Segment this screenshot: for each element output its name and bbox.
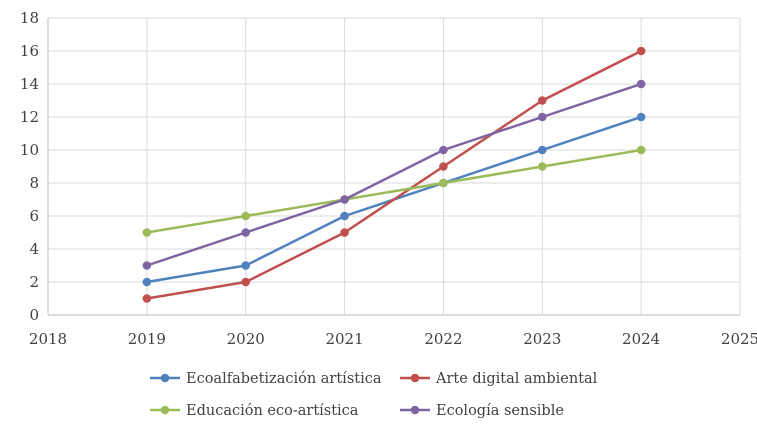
data-point — [537, 96, 547, 105]
legend: Ecoalfabetización artística Arte digital … — [150, 371, 598, 419]
y-tick-label: 0 — [29, 306, 39, 324]
legend-item: Ecoalfabetización artística — [150, 371, 382, 387]
x-tick-label: 2018 — [29, 330, 67, 348]
data-point — [439, 145, 448, 155]
y-tick-label: 10 — [20, 141, 39, 159]
series-line — [146, 49, 642, 300]
y-tick-label: 18 — [20, 9, 39, 27]
x-tick-label: 2023 — [523, 330, 561, 348]
series-3 — [142, 79, 646, 270]
data-point — [142, 261, 152, 270]
data-point — [142, 277, 152, 287]
y-tick-label: 2 — [29, 273, 39, 291]
legend-swatch-marker — [160, 405, 170, 415]
series-line — [146, 148, 642, 234]
data-point — [636, 46, 646, 56]
y-tick-label: 4 — [29, 240, 39, 258]
legend-label: Ecología sensible — [436, 403, 564, 419]
legend-swatch-marker — [410, 373, 420, 383]
data-point — [537, 162, 547, 171]
data-point — [241, 211, 251, 221]
data-point — [241, 277, 251, 287]
x-tick-label: 2019 — [128, 330, 166, 348]
legend-swatch-marker — [160, 373, 170, 383]
data-point — [439, 162, 448, 171]
y-tick-label: 8 — [29, 174, 39, 192]
data-point — [636, 145, 646, 155]
y-tick-label: 14 — [20, 75, 39, 93]
y-tick-label: 12 — [20, 108, 39, 126]
data-point — [537, 112, 547, 122]
data-point — [340, 228, 349, 237]
x-tick-label: 2020 — [227, 330, 265, 348]
legend-label: Educación eco-artística — [186, 403, 359, 419]
legend-item: Educación eco-artística — [150, 403, 359, 419]
data-point — [142, 294, 152, 303]
series-1 — [142, 46, 646, 303]
legend-item: Arte digital ambiental — [400, 371, 598, 387]
data-point — [241, 228, 251, 237]
data-point — [340, 211, 349, 221]
grid — [48, 17, 741, 315]
x-tick-label: 2024 — [622, 330, 660, 348]
data-point — [340, 195, 349, 204]
series-line — [146, 82, 642, 267]
x-tick-label: 2021 — [325, 330, 363, 348]
series — [142, 46, 646, 303]
data-point — [636, 112, 646, 122]
data-point — [439, 178, 448, 188]
data-point — [636, 79, 646, 89]
x-tick-label: 2022 — [424, 330, 462, 348]
legend-label: Arte digital ambiental — [435, 371, 598, 387]
legend-label: Ecoalfabetización artística — [186, 371, 382, 387]
y-tick-label: 16 — [20, 42, 39, 60]
x-tick-label: 2025 — [721, 330, 757, 348]
legend-item: Ecología sensible — [400, 403, 564, 419]
series-2 — [142, 145, 646, 237]
legend-swatch-marker — [410, 405, 420, 415]
data-point — [537, 145, 547, 155]
y-tick-label: 6 — [29, 207, 39, 225]
data-point — [241, 261, 251, 270]
axes: 0 2 4 6 8 10 12 14 16 18 2018 2019 2020 2021 2022 2023 2… — [20, 9, 757, 348]
data-point — [142, 228, 152, 237]
